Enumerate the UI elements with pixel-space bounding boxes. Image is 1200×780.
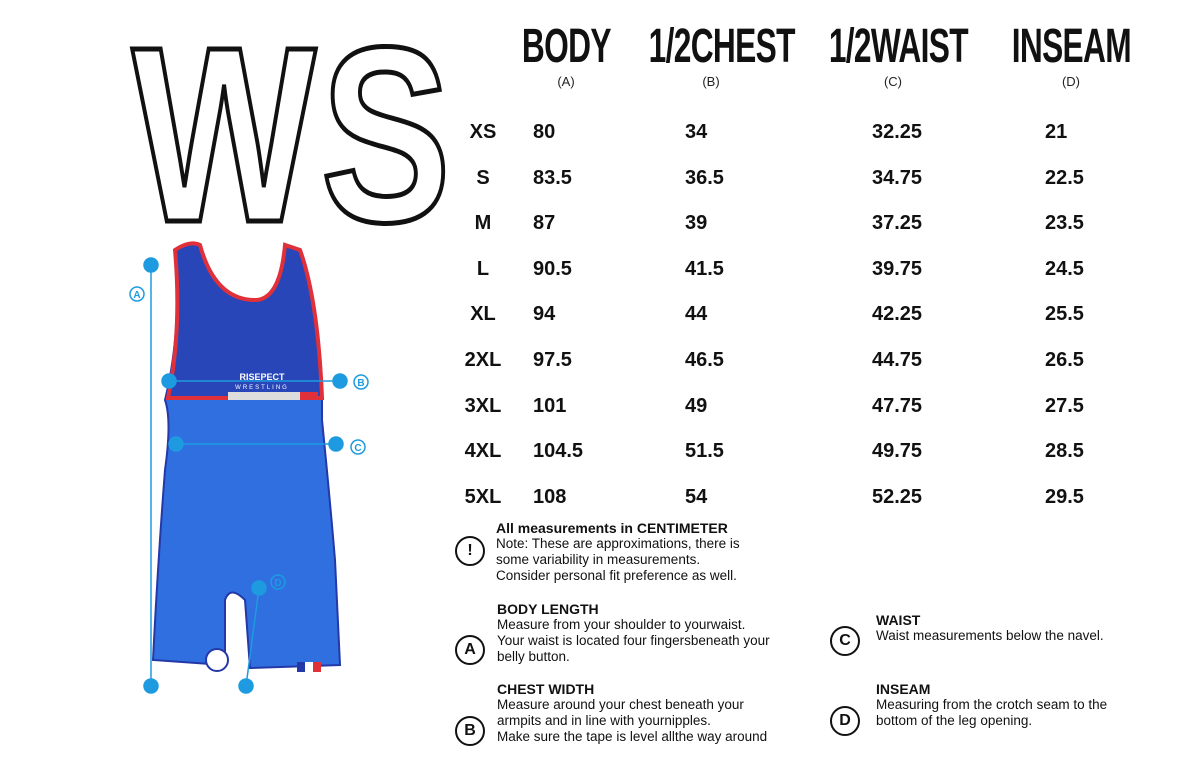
table-cell: 41.5 [685, 257, 724, 280]
table-cell: 46.5 [685, 349, 724, 371]
table-cell: 49.75 [872, 440, 923, 463]
badge-d-icon: D [830, 706, 860, 736]
size-label: XS [469, 121, 497, 143]
exclamation-icon: ! [455, 536, 485, 566]
size-label: XL [470, 303, 496, 326]
badge-b-icon: B [455, 716, 485, 746]
table-cell: 34 [685, 121, 708, 143]
table-cell: 52.25 [872, 485, 923, 508]
note: CHEST WIDTH Measure around your chest ben… [497, 681, 767, 745]
table-cell: 44 [685, 303, 708, 326]
table-cell: 90.5 [533, 257, 572, 280]
table-cell: 39 [685, 212, 708, 235]
size-label: 3XL [464, 394, 502, 417]
size-label: L [476, 257, 490, 280]
table-cell: 49 [685, 394, 708, 417]
label-b: B [357, 378, 364, 389]
note-line: Note: These are approximations, there is [496, 536, 740, 551]
column-header: 1/2WAIST (C) [793, 20, 993, 90]
table-cell: 51.5 [685, 440, 724, 463]
column-header-sub: (C) [883, 74, 903, 89]
note-line: bottom of the leg opening. [876, 713, 1033, 728]
table-cell: 25.5 [1045, 303, 1084, 326]
note: BODY LENGTH Measure from your shoulder to… [497, 601, 770, 665]
note-title: All measurements in CENTIMETER [496, 520, 728, 536]
table-cell: 104.5 [533, 440, 584, 463]
note-title: BODY LENGTH [497, 601, 599, 617]
badge-c-icon: C [830, 626, 860, 656]
table-cell: 27.5 [1045, 394, 1084, 417]
table-cell: 32.25 [872, 121, 923, 143]
size-label: 4XL [464, 440, 502, 463]
measurement-guides [143, 257, 348, 694]
column-header-sub: (A) [557, 74, 575, 89]
svg-text:RISEPECT: RISEPECT [239, 372, 285, 382]
note-line: Measuring from the crotch seam to the [876, 697, 1108, 712]
table-cell: 108 [533, 485, 567, 508]
table-cell: 26.5 [1045, 349, 1084, 371]
table-cell: 47.75 [872, 394, 923, 417]
note-line: Measure from your shoulder to yourwaist. [497, 617, 746, 632]
note-line: Consider personal fit preference as well… [496, 568, 737, 583]
table-cell: 23.5 [1045, 212, 1084, 235]
note-title: WAIST [876, 612, 921, 628]
table-cell: 101 [533, 394, 567, 417]
table-cell: 24.5 [1045, 257, 1084, 280]
table-cell: 87 [533, 212, 556, 235]
table-cell: 21 [1045, 121, 1068, 143]
singlet-illustration: RISEPECT WRESTLING [151, 241, 342, 672]
note: WAIST Waist measurements below the navel. [876, 612, 1104, 644]
table-cell: 28.5 [1045, 440, 1084, 463]
size-label: S [476, 166, 490, 189]
note-line: Make sure the tape is level allthe way a… [497, 729, 768, 744]
column-header-sub: (B) [702, 74, 720, 89]
column-header: INSEAM (D) [971, 20, 1171, 90]
size-label: M [474, 212, 492, 235]
table-cell: 83.5 [533, 166, 572, 189]
column-header: 1/2CHEST (B) [611, 20, 811, 90]
size-label: 2XL [464, 349, 502, 371]
note-line: belly button. [497, 649, 570, 664]
label-d: D [274, 578, 281, 589]
product-code-title: WS [130, 0, 456, 274]
column-header-sub: (D) [1061, 74, 1081, 89]
note-line: some variability in measurements. [496, 552, 701, 567]
note-title: CHEST WIDTH [497, 681, 595, 697]
table-cell: 29.5 [1045, 485, 1084, 508]
table-cell: 39.75 [872, 257, 923, 280]
table-cell: 36.5 [685, 166, 724, 189]
note-line: Your waist is located four fingersbeneat… [497, 633, 770, 648]
note-line: Measure around your chest beneath your [497, 697, 744, 712]
column-header-label: BODY [521, 20, 612, 73]
note-line: Waist measurements below the navel. [876, 628, 1104, 643]
table-cell: 97.5 [533, 349, 572, 371]
column-header-label: 1/2CHEST [648, 20, 796, 73]
note: All measurements in CENTIMETER Note: Thes… [496, 520, 740, 584]
note-title: INSEAM [876, 681, 931, 697]
label-c: C [354, 443, 361, 454]
badge-a-icon: A [455, 635, 485, 665]
table-cell: 42.25 [872, 303, 923, 326]
table-cell: 94 [533, 303, 556, 326]
table-cell: 34.75 [872, 166, 923, 189]
svg-text:WRESTLING: WRESTLING [235, 385, 289, 391]
table-cell: 37.25 [872, 212, 923, 235]
table-cell: 22.5 [1045, 166, 1084, 189]
table-cell: 80 [533, 121, 556, 143]
table-cell: 54 [685, 485, 708, 508]
column-header-label: 1/2WAIST [828, 20, 969, 73]
column-header: BODY (A) [466, 20, 666, 90]
label-a: A [133, 290, 140, 301]
note-line: armpits and in line with yournipples. [497, 713, 711, 728]
note: INSEAM Measuring from the crotch seam to … [876, 681, 1107, 729]
size-label: 5XL [464, 485, 502, 508]
table-cell: 44.75 [872, 349, 923, 371]
column-header-label: INSEAM [1011, 20, 1131, 73]
